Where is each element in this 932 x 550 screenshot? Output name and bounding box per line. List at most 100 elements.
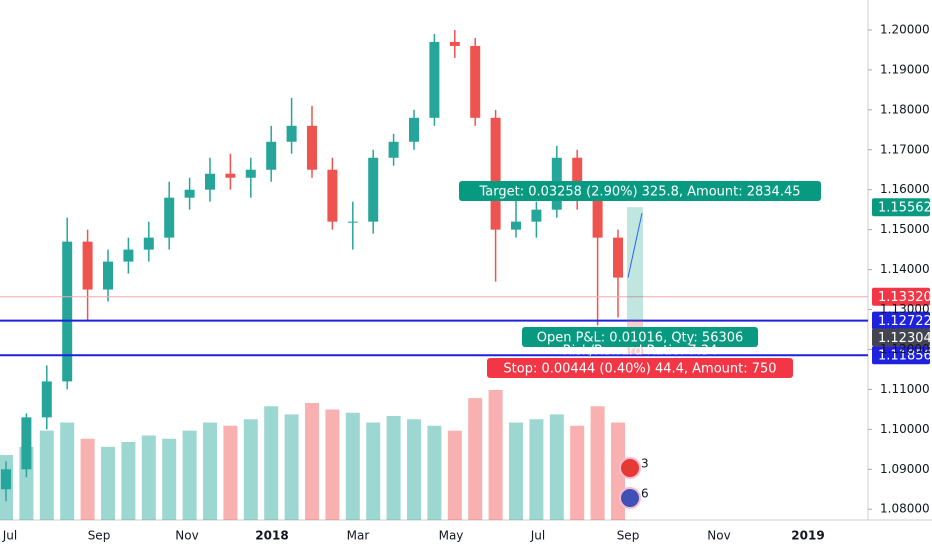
- candle-body: [531, 209, 542, 222]
- volume-bar: [264, 406, 279, 520]
- volume-bar: [509, 422, 523, 520]
- price-label: 1.12304: [878, 331, 932, 346]
- price-label-box: [872, 198, 930, 217]
- candle-body: [286, 125, 297, 142]
- candle-body: [245, 169, 256, 178]
- price-label: 1.11856: [878, 349, 932, 364]
- volume-bar: [182, 430, 197, 520]
- candle-body: [143, 237, 154, 250]
- stop-label: Stop: 0.00444 (0.40%) 44.4, Amount: 750: [503, 362, 776, 377]
- target-label: Target: 0.03258 (2.90%) 325.8, Amount: 2…: [478, 185, 800, 200]
- candle-body: [409, 117, 419, 142]
- x-tick-label: Nov: [175, 529, 198, 543]
- volume-bar: [386, 416, 401, 520]
- volume-bar: [590, 406, 605, 520]
- candle-body: [347, 221, 358, 223]
- volume-bar: [345, 412, 360, 520]
- ratio-label: Risk/Reward Ratio: 7.34: [563, 344, 718, 359]
- badge-count: 6: [641, 487, 649, 501]
- y-tick-label: 1.14000: [880, 262, 930, 276]
- candle-body: [164, 197, 175, 238]
- candle-body: [449, 41, 460, 46]
- price-label-box: [872, 287, 930, 306]
- candle-body: [307, 125, 317, 170]
- volume-bar: [366, 422, 381, 520]
- volume-bar: [468, 398, 483, 520]
- candle-body: [470, 45, 481, 118]
- volume-bar: [570, 425, 585, 520]
- price-label: 1.12722: [878, 314, 932, 329]
- y-tick-label: 1.17000: [880, 142, 930, 156]
- candle-body: [266, 141, 277, 170]
- candle-body: [388, 141, 399, 158]
- y-tick-label: 1.08000: [880, 502, 930, 516]
- y-tick-label: 1.16000: [880, 182, 930, 196]
- volume-bar: [488, 390, 503, 520]
- stop-label-box: [487, 358, 793, 378]
- volume-bar: [121, 442, 136, 520]
- arrow: [627, 213, 643, 278]
- x-tick-label: 2018: [255, 529, 288, 543]
- volume: [0, 390, 625, 520]
- volume-bar: [101, 446, 115, 520]
- volume-bar: [407, 419, 421, 520]
- volume-bar: [284, 414, 299, 520]
- candle-body: [1, 469, 11, 490]
- candle-body: [429, 41, 440, 118]
- price-label: 1.13320: [878, 290, 932, 305]
- candle-body: [62, 241, 73, 382]
- target-zone: [627, 207, 643, 321]
- x-tick-label: 2019: [791, 529, 824, 543]
- pnl-label-box: [522, 327, 758, 347]
- volume-bar: [243, 419, 258, 520]
- candle-body: [103, 261, 113, 290]
- volume-bar: [60, 422, 75, 520]
- y-tick-label: 1.11000: [880, 382, 930, 396]
- price-label-box: [872, 346, 930, 365]
- candles: [1, 29, 623, 502]
- y-tick-label: 1.12000: [880, 342, 930, 356]
- volume-bar: [39, 430, 54, 520]
- x-tick-label: Nov: [707, 529, 730, 543]
- y-tick-label: 1.20000: [880, 22, 930, 36]
- x-tick-label: Sep: [617, 529, 640, 543]
- target-label-box: [459, 181, 821, 201]
- candle-body: [572, 157, 583, 198]
- candle-body: [225, 173, 236, 178]
- volume-bar: [223, 425, 238, 520]
- volume-bar: [141, 435, 156, 520]
- x-tick-label: Jul: [530, 529, 545, 543]
- candle-body: [613, 237, 623, 278]
- candle-body: [123, 249, 134, 262]
- candle-body: [21, 417, 32, 470]
- candle-body: [511, 221, 521, 230]
- x-tick-label: Sep: [88, 529, 111, 543]
- candle-body: [184, 189, 195, 198]
- volume-bar: [80, 438, 95, 520]
- x-tick-label: Mar: [347, 529, 370, 543]
- overlays: Target: 0.03258 (2.90%) 325.8, Amount: 2…: [0, 181, 932, 509]
- pnl-label: Open P&L: 0.01016, Qty: 56306: [537, 331, 744, 346]
- y-tick-label: 1.13000: [880, 302, 930, 316]
- y-tick-label: 1.18000: [880, 102, 930, 116]
- volume-bar: [325, 409, 340, 520]
- y-tick-label: 1.15000: [880, 222, 930, 236]
- candle-body: [41, 381, 52, 418]
- volume-bar: [203, 422, 217, 520]
- candle-body: [368, 157, 379, 222]
- event-badge: [619, 487, 641, 509]
- candle-body: [327, 169, 338, 222]
- y-tick-label: 1.10000: [880, 422, 930, 436]
- x-tick-label: Jul: [2, 529, 17, 543]
- volume-bar: [305, 403, 319, 520]
- y-tick-label: 1.19000: [880, 62, 930, 76]
- volume-bar: [447, 430, 462, 520]
- badge-count: 3: [641, 457, 649, 471]
- price-label-box: [872, 328, 930, 347]
- x-tick-label: May: [439, 529, 464, 543]
- candle-body: [82, 241, 93, 290]
- price-label: 1.15562: [878, 201, 932, 216]
- candle-body: [205, 173, 215, 190]
- volume-bar: [549, 414, 564, 520]
